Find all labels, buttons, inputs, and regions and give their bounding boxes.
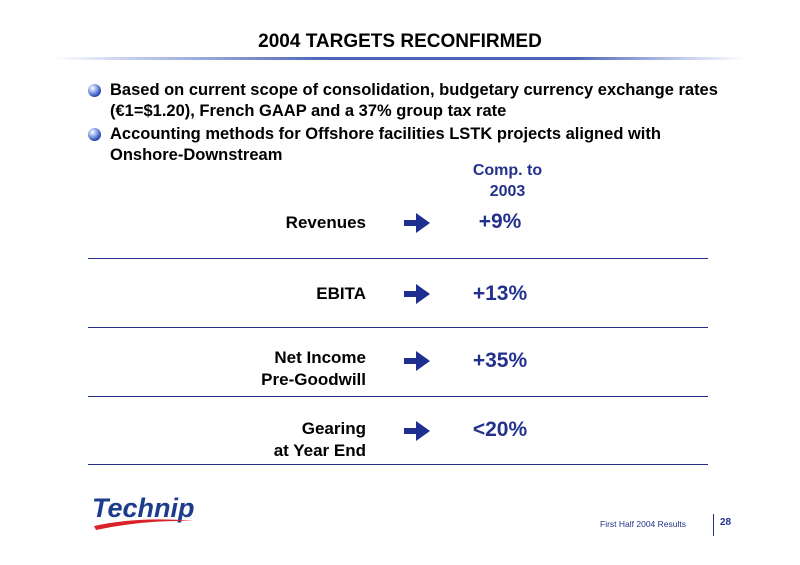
footer-caption: First Half 2004 Results	[600, 519, 686, 529]
sphere-bullet-icon	[88, 128, 101, 141]
row-divider	[88, 464, 708, 465]
right-arrow-icon	[404, 284, 430, 304]
technip-logo: Technip	[92, 493, 195, 530]
footer-divider	[713, 514, 714, 536]
target-label-revenues: Revenues	[286, 212, 366, 234]
row-divider	[88, 327, 708, 328]
target-label-line1: Gearing	[301, 419, 366, 438]
page-number: 28	[720, 517, 732, 528]
target-label-line1: EBITA	[316, 284, 366, 303]
row-divider	[88, 396, 708, 397]
bullet-item: Accounting methods for Offshore faciliti…	[88, 124, 728, 166]
right-arrow-icon	[404, 213, 430, 233]
row-divider	[88, 258, 708, 259]
target-value-ebita: +13%	[472, 282, 528, 305]
comparison-header-line1: Comp. to	[472, 162, 543, 179]
right-arrow-icon	[404, 351, 430, 371]
target-label-net-income: Net Income Pre-Goodwill	[261, 347, 366, 391]
target-label-line2: Pre-Goodwill	[261, 370, 366, 389]
bullet-list: Based on current scope of consolidation,…	[88, 80, 728, 168]
target-value-net-income: +35%	[472, 349, 528, 372]
title-divider	[55, 57, 745, 60]
target-value-gearing: <20%	[472, 418, 528, 441]
sphere-bullet-icon	[88, 84, 101, 97]
comparison-column-header: Comp. to 2003	[440, 160, 575, 202]
target-label-line1: Net Income	[274, 348, 366, 367]
target-label-ebita: EBITA	[316, 283, 366, 305]
target-label-line1: Revenues	[285, 213, 366, 232]
target-label-line2: at Year End	[273, 441, 366, 460]
bullet-item: Based on current scope of consolidation,…	[88, 80, 728, 122]
bullet-text: Based on current scope of consolidation,…	[110, 81, 718, 120]
bullet-text: Accounting methods for Offshore faciliti…	[110, 125, 661, 164]
target-label-gearing: Gearing at Year End	[274, 418, 366, 462]
comparison-header-line2: 2003	[489, 183, 526, 200]
target-value-revenues: +9%	[478, 210, 522, 233]
right-arrow-icon	[404, 421, 430, 441]
svg-text:Technip: Technip	[92, 493, 195, 523]
slide-title: 2004 TARGETS RECONFIRMED	[258, 31, 542, 52]
